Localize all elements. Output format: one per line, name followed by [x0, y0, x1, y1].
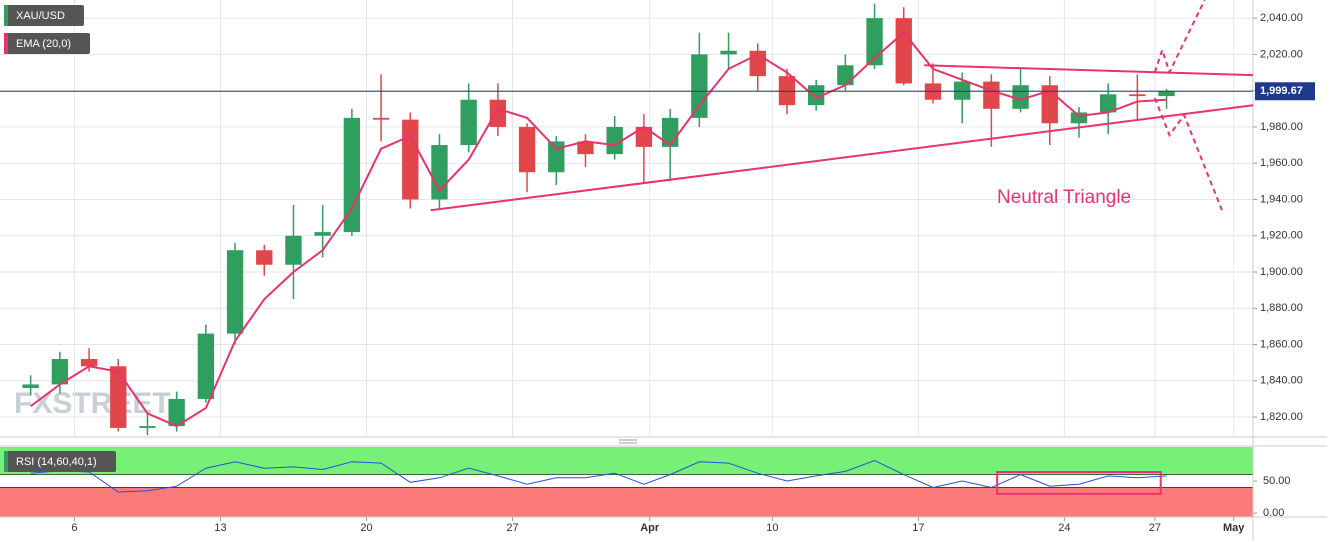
candle-body — [22, 384, 39, 389]
candle-body — [635, 126, 653, 147]
y-tick-label: 1,940.00 — [1260, 193, 1303, 205]
candle-body — [953, 81, 971, 100]
y-tick-label: 1,920.00 — [1260, 230, 1303, 242]
candle-body — [518, 126, 536, 173]
watermark: FXSTREET — [14, 387, 171, 420]
candle-body — [606, 126, 623, 155]
ema-label: EMA (20,0) — [16, 38, 71, 50]
legend-ema[interactable]: EMA (20,0) — [4, 33, 90, 54]
x-tick-label: 27 — [1149, 522, 1161, 534]
trendline — [430, 104, 1254, 212]
x-tick-label: May — [1223, 522, 1245, 534]
y-tick-label: 1,880.00 — [1260, 302, 1303, 314]
ema-line — [30, 31, 1167, 428]
candle-body — [1129, 94, 1146, 97]
candle-body — [197, 333, 215, 399]
x-tick-label: 6 — [71, 522, 77, 534]
candle-body — [577, 141, 594, 155]
trendline — [1153, 97, 1223, 211]
candle-body — [110, 366, 127, 428]
candle-body — [80, 359, 98, 367]
rsi-tick-label: 50.00 — [1263, 475, 1291, 487]
last-price-label: 1,999.67 — [1260, 85, 1303, 97]
last-price-box — [1255, 82, 1315, 101]
y-tick-label: 1,860.00 — [1260, 338, 1303, 350]
grid-layer — [0, 0, 1257, 521]
candle-body — [691, 54, 708, 118]
y-tick-label: 2,040.00 — [1260, 12, 1303, 24]
candle-body — [837, 65, 854, 86]
y-tick-label: 1,820.00 — [1260, 411, 1303, 423]
y-tick-label: 1,900.00 — [1260, 266, 1303, 278]
symbol-label: XAU/USD — [16, 10, 65, 22]
candle-body — [807, 85, 825, 106]
rsi-overbought-zone — [0, 447, 1253, 475]
x-tick-label: 24 — [1058, 522, 1070, 534]
y-tick-label: 1,840.00 — [1260, 375, 1303, 387]
legend-symbol[interactable]: XAU/USD — [4, 5, 84, 26]
x-tick-label: 10 — [766, 522, 778, 534]
candle-body — [661, 117, 679, 147]
candle-body — [343, 117, 361, 233]
resize-handle[interactable] — [619, 439, 637, 444]
candle-body — [460, 99, 477, 146]
candle-body — [778, 76, 796, 106]
candle-body — [548, 141, 565, 173]
candle-body — [983, 81, 1000, 109]
candle-body — [402, 119, 419, 200]
candle-body — [51, 359, 69, 385]
rsi-oversold-zone — [0, 487, 1253, 517]
candle-body — [256, 250, 273, 265]
candle-body — [226, 250, 244, 334]
rsi-highlight — [996, 471, 1162, 495]
y-tick-label: 2,020.00 — [1260, 48, 1303, 60]
legend-rsi[interactable]: RSI (14,60,40,1) — [4, 451, 116, 472]
candle-body — [168, 398, 185, 427]
candle-body — [372, 117, 390, 120]
rsi-line — [30, 459, 1167, 493]
candle-body — [1158, 91, 1175, 97]
candle-body — [895, 18, 912, 84]
candle-body — [314, 232, 331, 236]
x-tick-label: 13 — [214, 522, 226, 534]
y-tick-label: 1,960.00 — [1260, 157, 1303, 169]
rsi-label: RSI (14,60,40,1) — [16, 456, 97, 468]
candle-body — [489, 99, 507, 127]
x-tick-label: 17 — [912, 522, 924, 534]
overlay-layer — [0, 0, 1254, 495]
annotation: Neutral Triangle — [997, 187, 1131, 208]
x-tick-label: 27 — [506, 522, 518, 534]
data-layer — [22, 3, 1175, 436]
trendline — [924, 64, 1254, 77]
candle-body — [720, 50, 737, 55]
candle-body — [285, 235, 302, 265]
rsi-tick-label: 0.00 — [1263, 507, 1284, 519]
candle-body — [139, 426, 156, 428]
trendline — [1153, 0, 1206, 75]
candle-body — [1070, 112, 1088, 124]
y-tick-label: 1,980.00 — [1260, 121, 1303, 133]
x-tick-label: 20 — [360, 522, 372, 534]
x-tick-label: Apr — [640, 522, 660, 534]
candle-body — [1099, 94, 1117, 113]
